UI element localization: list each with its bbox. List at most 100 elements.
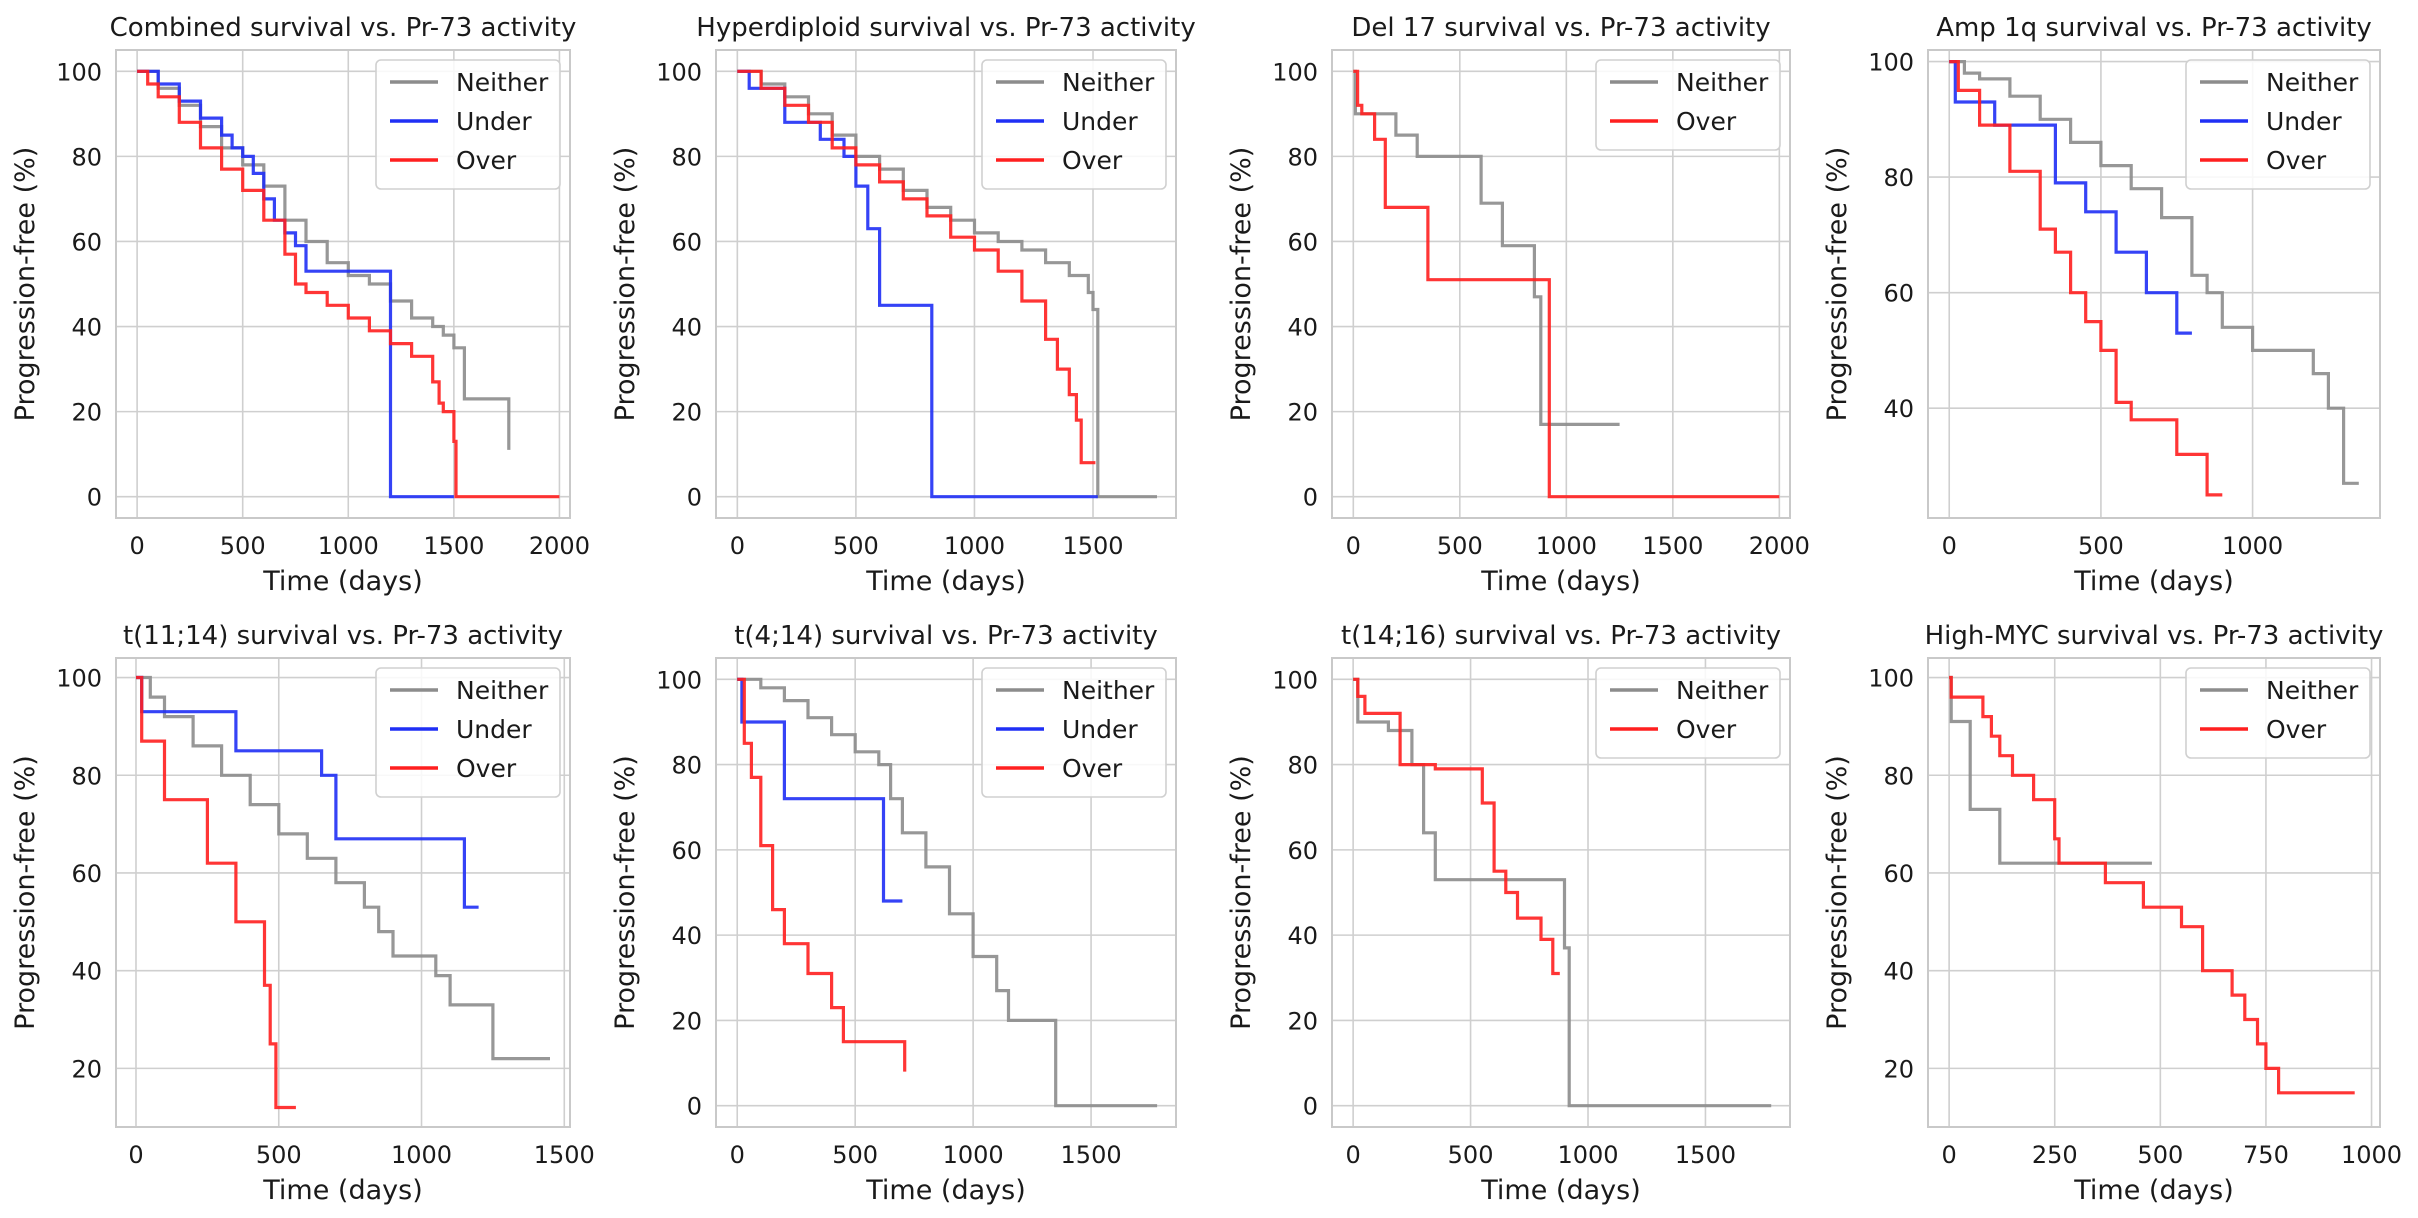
y-tick-label: 60 (71, 228, 102, 256)
chart-title: Amp 1q survival vs. Pr-73 activity (1936, 13, 2372, 43)
y-tick-label: 80 (71, 143, 102, 171)
y-tick-label: 60 (671, 837, 702, 865)
plot-frame (1927, 49, 2381, 519)
y-tick-label: 100 (1272, 58, 1318, 86)
y-tick-label: 40 (1883, 958, 1914, 986)
legend-box (2185, 59, 2371, 190)
y-tick-label: 80 (1287, 143, 1318, 171)
y-axis-label: Progression-free (%) (10, 147, 41, 422)
series-line-neither (1949, 60, 2359, 485)
x-axis-label: Time (days) (2073, 566, 2233, 597)
legend-label-over: Over (456, 146, 517, 175)
plot-frame (115, 49, 571, 519)
legend-label-over: Over (456, 754, 517, 783)
y-axis-label: Progression-free (%) (10, 755, 41, 1030)
x-tick-label: 500 (832, 1141, 878, 1169)
x-tick-label: 1500 (1062, 532, 1123, 560)
chart-panel-5: 0 500 1000 1500 20 40 60 80 100 t(11;14) survival… (10, 621, 595, 1206)
y-tick-label: 40 (671, 922, 702, 950)
legend-label-over: Over (2266, 146, 2327, 175)
x-tick-label: 1500 (423, 532, 484, 560)
x-axis-label: Time (days) (865, 1175, 1025, 1206)
chart-title: Del 17 survival vs. Pr-73 activity (1351, 13, 1770, 43)
y-axis-label: Progression-free (%) (1226, 147, 1257, 422)
chart-panel-2: 0 500 1000 1500 0 20 40 60 80 100 Hyperdiploid sur… (610, 13, 1196, 597)
y-tick-label: 20 (1883, 1055, 1914, 1083)
series-line-neither (1949, 675, 2152, 865)
legend-label-neither: Neither (2266, 676, 2359, 705)
y-tick-label: 40 (1883, 395, 1914, 423)
series-line-over (137, 69, 560, 499)
x-tick-label: 0 (730, 1141, 745, 1169)
x-tick-label: 0 (1346, 532, 1361, 560)
x-tick-label: 500 (833, 532, 879, 560)
y-tick-label: 80 (1883, 164, 1914, 192)
x-tick-label: 2000 (529, 532, 590, 560)
x-tick-label: 1000 (391, 1141, 452, 1169)
y-tick-label: 40 (71, 314, 102, 342)
series-line-under (737, 677, 903, 903)
chart-panel-7: 0 500 1000 1500 0 20 40 60 80 100 t(14;16) surviva… (1226, 621, 1791, 1206)
y-axis-label: Progression-free (%) (1822, 147, 1853, 422)
y-tick-label: 60 (1287, 837, 1318, 865)
y-tick-label: 60 (1883, 860, 1914, 888)
plot-frame (715, 657, 1177, 1128)
plot-frame (1331, 49, 1791, 519)
series-line-over (737, 677, 907, 1072)
series-line-neither (136, 675, 550, 1061)
x-tick-label: 2000 (1749, 532, 1810, 560)
y-tick-label: 100 (656, 58, 702, 86)
series-line-over (1949, 60, 2223, 497)
x-axis-label: Time (days) (1480, 566, 1640, 597)
legend: Neither Under Over (375, 59, 561, 190)
plot-frame (1331, 657, 1791, 1128)
y-tick-label: 20 (671, 1007, 702, 1035)
legend-box (375, 59, 561, 190)
y-tick-label: 0 (1303, 484, 1318, 512)
series-line-neither (737, 677, 1158, 1108)
x-tick-label: 500 (1448, 1141, 1494, 1169)
legend-label-under: Under (2266, 107, 2342, 136)
y-tick-label: 0 (687, 484, 702, 512)
legend: Neither Over (2185, 667, 2371, 759)
y-tick-label: 60 (71, 860, 102, 888)
chart-panel-3: 0 500 1000 1500 2000 0 20 40 60 80 100 Del 17 survi… (1226, 13, 1810, 597)
x-tick-label: 1000 (944, 532, 1005, 560)
series-line-over (1353, 677, 1560, 976)
legend-box (375, 667, 561, 798)
series-line-neither (1353, 69, 1620, 426)
legend: Neither Over (1595, 667, 1781, 759)
chart-panel-1: 0 500 1000 1500 2000 0 20 40 60 80 100 Combined sur… (10, 13, 590, 597)
x-tick-label: 0 (1345, 1141, 1360, 1169)
chart-title: Combined survival vs. Pr-73 activity (110, 13, 577, 43)
y-axis-label: Progression-free (%) (1226, 755, 1257, 1030)
legend: Neither Under Over (2185, 59, 2371, 190)
y-tick-label: 100 (1868, 49, 1914, 77)
legend-label-over: Over (1676, 715, 1737, 744)
legend-label-neither: Neither (1676, 68, 1769, 97)
x-axis-label: Time (days) (262, 1175, 422, 1206)
plot-frame (715, 49, 1177, 519)
y-tick-label: 80 (671, 752, 702, 780)
legend-label-under: Under (1062, 107, 1138, 136)
x-tick-label: 500 (256, 1141, 302, 1169)
y-tick-label: 80 (671, 143, 702, 171)
x-tick-label: 0 (1941, 1141, 1956, 1169)
legend-label-neither: Neither (1062, 68, 1155, 97)
x-tick-label: 1000 (1557, 1141, 1618, 1169)
x-tick-label: 500 (2078, 532, 2124, 560)
legend-label-under: Under (456, 715, 532, 744)
x-tick-label: 0 (128, 1141, 143, 1169)
legend-label-over: Over (2266, 715, 2327, 744)
x-tick-label: 1000 (318, 532, 379, 560)
legend-label-under: Under (456, 107, 532, 136)
chart-title: t(11;14) survival vs. Pr-73 activity (123, 621, 563, 651)
plot-frame (115, 657, 571, 1128)
x-axis-label: Time (days) (865, 566, 1025, 597)
x-tick-label: 500 (2137, 1141, 2183, 1169)
x-tick-label: 0 (730, 532, 745, 560)
legend-label-neither: Neither (456, 68, 549, 97)
x-tick-label: 1500 (1061, 1141, 1122, 1169)
x-tick-label: 0 (1942, 532, 1957, 560)
